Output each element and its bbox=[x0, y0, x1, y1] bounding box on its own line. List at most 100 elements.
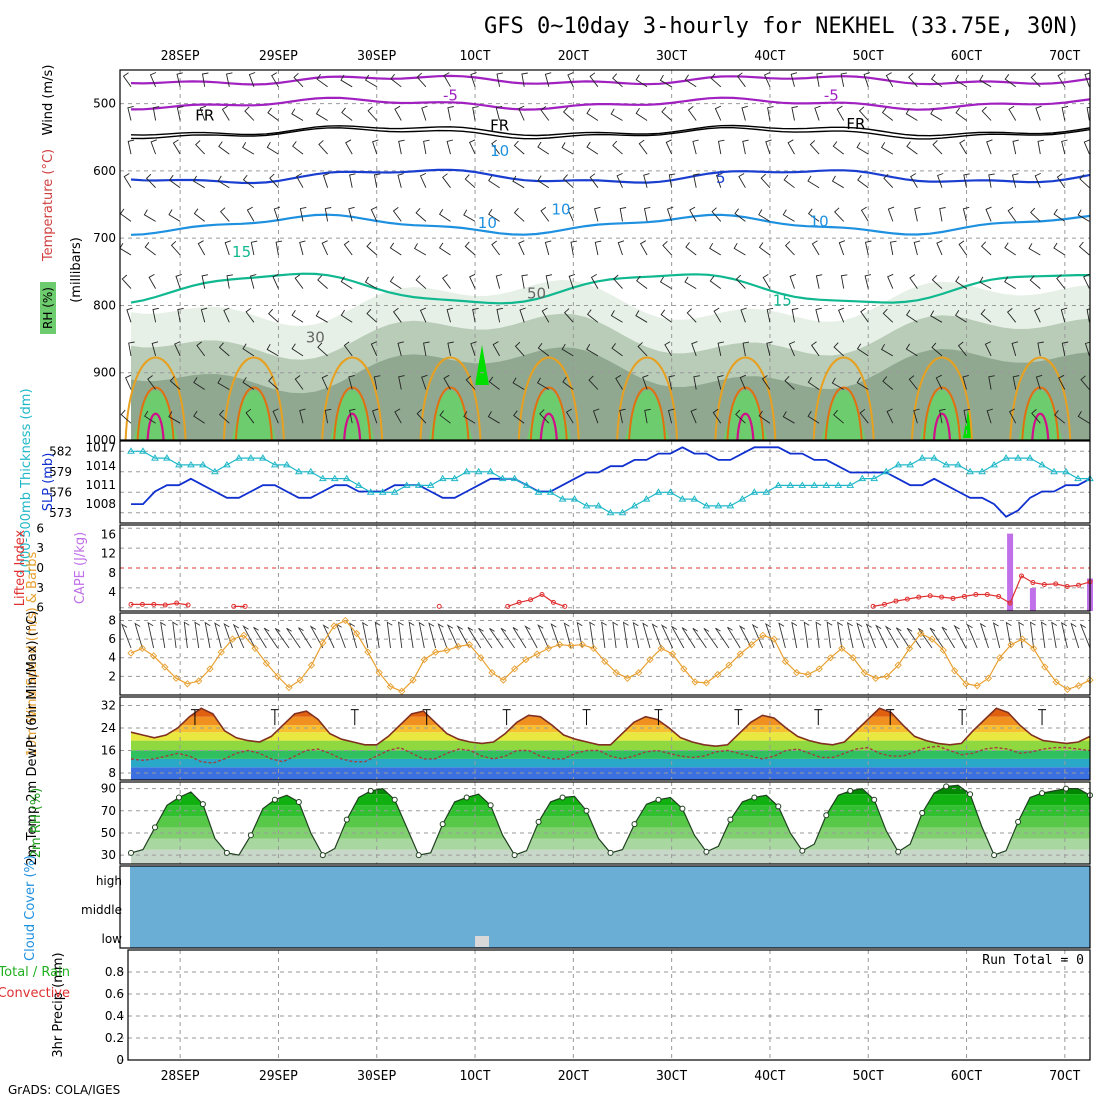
wind10m-point bbox=[251, 644, 259, 653]
wind-barb bbox=[761, 375, 771, 390]
wind-barb bbox=[248, 72, 256, 87]
wind-barb bbox=[438, 242, 451, 256]
wind-barb bbox=[714, 105, 722, 121]
wind10m-point bbox=[240, 631, 248, 640]
wind10m-barb bbox=[286, 627, 301, 649]
wind10m-barb bbox=[253, 626, 267, 649]
rh2m-point bbox=[919, 810, 926, 817]
wind-barb bbox=[292, 141, 304, 155]
wind-barb bbox=[931, 342, 943, 357]
wind-barb bbox=[693, 173, 700, 188]
wind10m-point bbox=[984, 674, 993, 682]
wind-barb bbox=[963, 408, 970, 424]
wind-barb bbox=[689, 206, 697, 222]
wind-barb bbox=[957, 341, 967, 357]
wind-barb bbox=[570, 240, 577, 256]
wind-barb bbox=[1054, 410, 1066, 424]
thickness-point bbox=[199, 460, 207, 468]
wind-barb bbox=[512, 377, 525, 390]
wind-barb bbox=[840, 72, 847, 87]
wind-barb bbox=[838, 240, 846, 256]
isotherm-label: 5 bbox=[716, 169, 726, 187]
wind-barb bbox=[856, 377, 869, 390]
wind-barb bbox=[168, 209, 181, 222]
wind-barb bbox=[464, 241, 476, 256]
wind-barb bbox=[416, 72, 427, 88]
thickness-point bbox=[822, 481, 831, 488]
wind-barb bbox=[218, 342, 230, 357]
thickness-point bbox=[342, 474, 351, 482]
wind10m-point bbox=[262, 659, 271, 667]
wind10m-axis-label: 10m Wind Speed (m/s) & Barbs bbox=[25, 551, 40, 756]
wind10m-point bbox=[635, 668, 643, 677]
thickness-point bbox=[306, 467, 315, 475]
wind-barb bbox=[519, 307, 526, 323]
thickness-point bbox=[630, 501, 639, 509]
wind10m-point bbox=[477, 654, 485, 662]
wind-barb bbox=[513, 140, 525, 155]
top-date-label: 6OCT bbox=[951, 49, 982, 64]
rh-color-band bbox=[131, 838, 1090, 850]
wind10m-barb bbox=[715, 627, 730, 649]
wind-barb bbox=[275, 240, 283, 256]
wind10m-point bbox=[375, 668, 383, 677]
rh2m-point bbox=[535, 818, 542, 825]
wind-barb bbox=[1083, 139, 1090, 155]
wind-barb bbox=[446, 139, 454, 155]
thickness-point bbox=[534, 488, 543, 495]
thickness-point bbox=[798, 481, 807, 488]
thickness-point bbox=[546, 488, 555, 495]
wind-barb bbox=[885, 72, 894, 88]
y-tick-label: 6 bbox=[108, 632, 116, 646]
thickness-point bbox=[258, 454, 267, 461]
wind-barb bbox=[979, 276, 992, 289]
wind10m-point bbox=[454, 642, 462, 651]
wind-barb bbox=[857, 174, 869, 189]
thickness-point bbox=[786, 481, 795, 488]
wind-barb bbox=[883, 173, 894, 189]
wind10m-point bbox=[714, 670, 722, 679]
wind-barb bbox=[713, 307, 722, 323]
wind-barb bbox=[496, 72, 503, 87]
thickness-point bbox=[1014, 454, 1022, 461]
wind-barb bbox=[807, 410, 820, 424]
wind10m-point bbox=[172, 674, 180, 682]
wind-barb bbox=[442, 173, 451, 188]
wind10m-barb bbox=[1005, 621, 1012, 649]
wind-barb bbox=[389, 242, 402, 256]
wind10m-point bbox=[353, 629, 361, 638]
wind-barb bbox=[539, 409, 550, 424]
li-point bbox=[162, 602, 168, 608]
wind-barb bbox=[394, 408, 402, 424]
wind10m-barb bbox=[681, 627, 696, 649]
wind-barb bbox=[567, 206, 574, 222]
wind-barb bbox=[930, 108, 943, 121]
wind10m-barb bbox=[601, 621, 607, 649]
wind10m-barb bbox=[183, 621, 190, 649]
wind10m-point bbox=[578, 641, 586, 649]
wind-barb bbox=[540, 207, 550, 222]
y-tick-label: 90 bbox=[101, 782, 116, 796]
wind-barb bbox=[954, 74, 967, 88]
wind10m-barb bbox=[467, 627, 482, 649]
wind10m-point bbox=[815, 665, 823, 673]
wind10m-barb bbox=[966, 623, 978, 649]
wind10m-barb bbox=[815, 621, 822, 649]
thickness-point bbox=[654, 488, 663, 495]
wind-barb bbox=[610, 108, 623, 121]
wind-barb bbox=[273, 206, 281, 222]
wind-barb bbox=[962, 374, 969, 390]
wind-barb bbox=[986, 139, 993, 155]
wind10m-barb bbox=[428, 622, 437, 649]
wind-barb bbox=[340, 74, 353, 88]
wind10m-point bbox=[928, 635, 936, 643]
wind10m-barb bbox=[223, 622, 233, 649]
wind-barb bbox=[196, 341, 206, 357]
li-point bbox=[174, 600, 180, 606]
li-point bbox=[562, 603, 568, 609]
wind-barb bbox=[985, 206, 992, 222]
wind-barb bbox=[398, 139, 405, 155]
wind10m-barb bbox=[1079, 623, 1091, 649]
rh-color-band bbox=[131, 816, 1090, 828]
wind-barb bbox=[635, 74, 648, 88]
